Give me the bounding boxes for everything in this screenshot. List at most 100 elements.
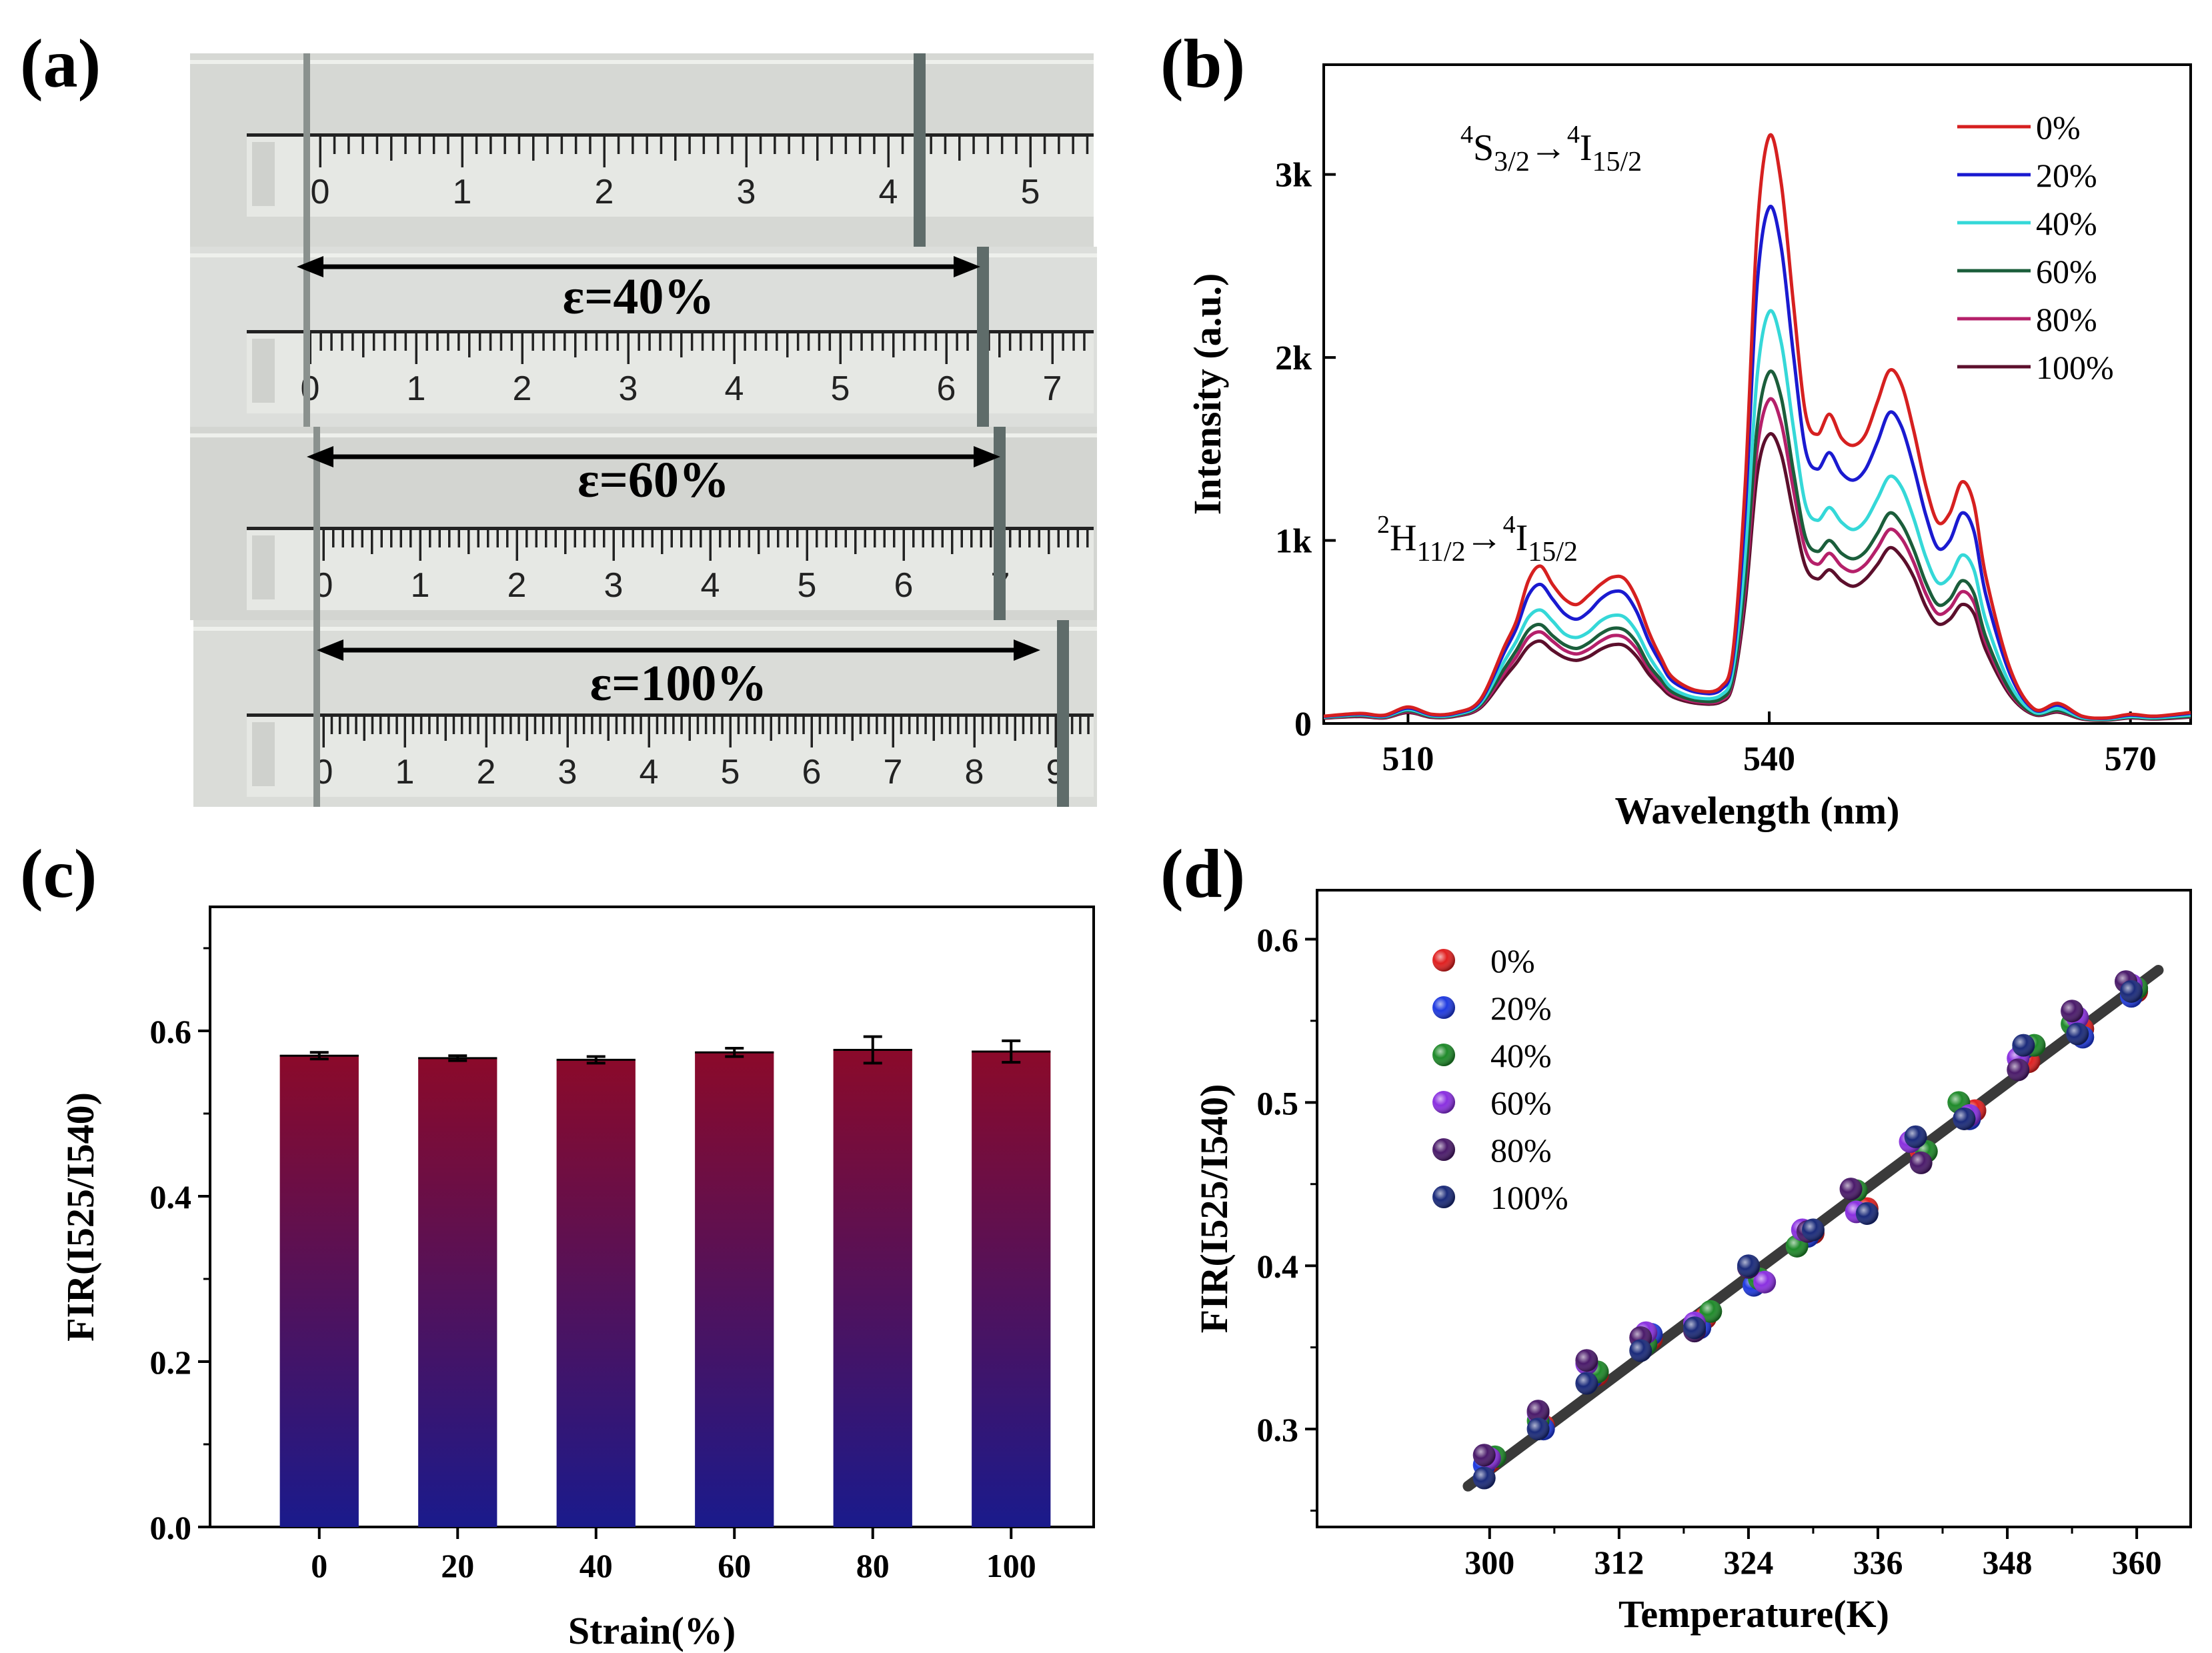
ruler-tick [531,333,534,351]
y-tick-label: 0 [1294,705,1312,743]
ruler-tick [467,530,470,554]
ruler-tick [688,137,691,154]
ruler-tick [1067,530,1070,547]
x-tick-label: 20 [441,1547,474,1584]
ruler-tick [1051,333,1054,364]
x-tick-label: 360 [2112,1544,2162,1581]
ruler-tick [916,717,919,734]
ruler-tick [546,137,549,154]
y-axis-label: FIR(I525/I540) [1192,1084,1236,1334]
ruler-tick [485,717,487,747]
x-tick-label: 80 [856,1547,890,1584]
ruler-tick [409,530,412,547]
ruler-tick [680,717,683,734]
ruler-number: 2 [595,173,614,211]
ruler-tick [1054,717,1057,747]
legend-marker-shade [1432,1091,1455,1114]
transition-label-part: 15/2 [1592,147,1642,177]
ruler-tick [748,530,750,547]
ruler-number: 2 [507,566,527,605]
ruler-number: 4 [879,173,898,211]
ruler-unit-marker [252,142,275,206]
ruler-tick [499,333,503,351]
ruler-number: 7 [884,753,903,791]
ruler-tick [322,717,325,747]
ruler-tick [835,530,838,547]
ruler-tick [379,717,382,734]
ruler-tick [1009,530,1012,547]
ruler-tick [786,530,789,547]
photo-film-edge [190,253,1097,257]
ruler-tick [333,137,336,154]
ruler-tick [1076,530,1079,547]
ruler-tick [887,137,890,167]
ruler-tick [432,137,435,154]
ruler-tick [309,333,311,364]
data-point-shade [2120,980,2143,1003]
ruler-tick [924,717,927,734]
ruler-tick [802,717,805,734]
strain-arrow-head [954,256,980,277]
ruler-tick [648,333,651,351]
ruler-tick [646,137,648,154]
ruler-edge [247,527,1094,530]
ruler-unit-marker [252,339,275,403]
ruler-tick [1087,717,1090,734]
ruler-tick [477,717,479,734]
ruler-tick [700,530,702,547]
ruler-tick [457,333,460,351]
series-line-80pct [1323,397,2191,722]
ruler-tick [1018,530,1021,547]
ruler-tick [776,333,778,351]
series-line-60pct [1323,369,2191,721]
series-line-0pct [1323,133,2191,720]
ruler-tick [574,530,576,547]
ruler-tick [948,717,952,734]
ruler-tick [737,717,740,734]
ruler-tick [873,137,876,154]
ruler-tick [395,717,398,734]
data-point-shade [1629,1339,1652,1362]
ruler-body [247,137,1094,217]
ruler-tick [867,717,870,734]
ruler-tick [399,530,402,547]
ruler-number: 4 [701,566,720,605]
legend-marker-shade [1432,949,1455,972]
ruler-number: 4 [640,753,659,791]
ruler-tick [438,530,441,547]
ruler-tick [670,530,673,547]
ruler-tick [1086,137,1089,154]
ruler-number: 6 [894,566,914,605]
ruler-unit-marker [252,535,275,599]
ruler-number: 4 [725,369,744,408]
ruler-tick [390,137,393,161]
ruler-tick [550,717,553,734]
data-point-shade [1472,1444,1496,1467]
ruler-tick [393,333,397,351]
ruler-number: 5 [1021,173,1040,211]
ruler-tick [418,137,421,154]
ruler-tick [403,717,406,747]
panel-label-c: (c) [20,836,97,912]
ruler-number: 3 [604,566,624,605]
ruler-tick [908,717,911,734]
ruler-tick [595,333,598,351]
ruler-tick [818,333,821,351]
ruler-tick [347,717,349,734]
ruler-tick [560,137,564,154]
ruler-number: 8 [965,753,984,791]
ruler-tick [487,530,489,547]
ruler-tick [825,530,828,547]
ruler-tick [351,333,354,351]
clamp-bar [303,53,310,247]
ruler-tick [1030,333,1033,351]
ruler-tick [469,717,471,734]
ruler-tick [854,530,857,554]
ruler-tick [615,717,618,734]
ruler-tick [1040,333,1044,351]
ruler-number: 1 [395,753,415,791]
ruler-tick [883,530,886,547]
transition-label: 4S3/2→4I15/2 [1460,121,1642,177]
ruler-tick [452,717,455,734]
